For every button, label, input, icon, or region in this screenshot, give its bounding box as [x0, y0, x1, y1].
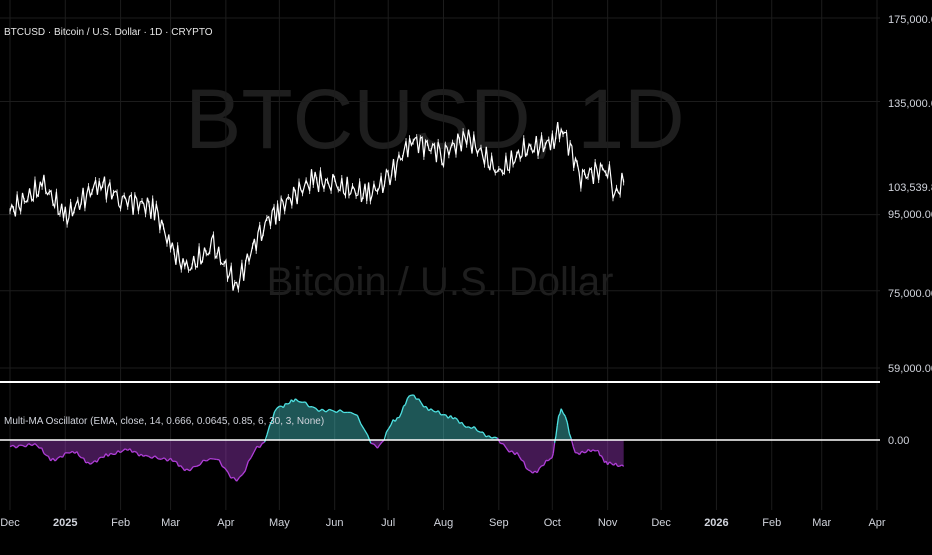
x-tick-7: Jul — [381, 517, 395, 529]
price-scale[interactable]: 175,000.00 135,000.00 103,539.80 95,000.… — [888, 14, 932, 447]
osc-line-seg — [175, 461, 177, 462]
osc-line-seg — [384, 432, 386, 440]
x-tick-13: 2026 — [704, 517, 728, 529]
osc-line-seg — [285, 404, 287, 405]
y-tick-135000: 135,000.00 — [888, 98, 932, 110]
watermark-subtitle: Bitcoin / U.S. Dollar — [267, 260, 614, 304]
x-tick-15: Mar — [812, 517, 831, 529]
osc-line-seg — [203, 460, 206, 461]
osc-line-seg — [132, 451, 134, 452]
osc-line-seg — [287, 403, 289, 404]
osc-zero-label: 0.00 — [888, 435, 909, 447]
osc-fill-4 — [500, 440, 556, 473]
osc-line-seg — [466, 427, 468, 428]
x-tick-12: Dec — [651, 517, 671, 529]
y-tick-95000: 95,000.00 — [888, 209, 932, 221]
osc-line-seg — [299, 402, 302, 403]
x-tick-1: 2025 — [53, 517, 77, 529]
osc-line-seg — [134, 451, 136, 452]
x-tick-10: Oct — [544, 517, 561, 529]
osc-line-seg — [99, 457, 101, 458]
x-tick-16: Apr — [868, 517, 885, 529]
x-tick-5: May — [269, 517, 290, 529]
oscillator-series — [10, 395, 624, 481]
x-tick-0: Dec — [0, 517, 20, 529]
osc-line-seg — [434, 411, 436, 412]
osc-line-seg — [551, 458, 552, 459]
x-tick-2: Feb — [111, 517, 130, 529]
y-tick-75000: 75,000.00 — [888, 288, 932, 300]
x-tick-14: Feb — [762, 517, 781, 529]
x-tick-4: Apr — [217, 517, 234, 529]
osc-fill-0 — [10, 440, 267, 481]
x-tick-11: Nov — [598, 517, 618, 529]
oscillator-legend[interactable]: Multi-MA Oscillator (EMA, close, 14, 0.6… — [4, 416, 324, 427]
x-tick-6: Jun — [326, 517, 344, 529]
osc-line-seg — [409, 395, 411, 396]
time-scale[interactable]: Dec 2025 Feb Mar Apr May Jun Jul Aug Sep Oct Nov Dec… — [0, 517, 886, 529]
last-price-label: 103,539.80 — [888, 182, 932, 194]
y-tick-175000: 175,000.00 — [888, 14, 932, 26]
osc-line-seg — [143, 455, 145, 456]
x-tick-9: Sep — [489, 517, 509, 529]
y-tick-59000: 59,000.00 — [888, 363, 932, 375]
x-tick-8: Aug — [434, 517, 454, 529]
symbol-info[interactable]: BTCUSD · Bitcoin / U.S. Dollar · 1D · CR… — [4, 27, 213, 38]
x-tick-3: Mar — [161, 517, 180, 529]
osc-line-seg — [46, 455, 48, 456]
